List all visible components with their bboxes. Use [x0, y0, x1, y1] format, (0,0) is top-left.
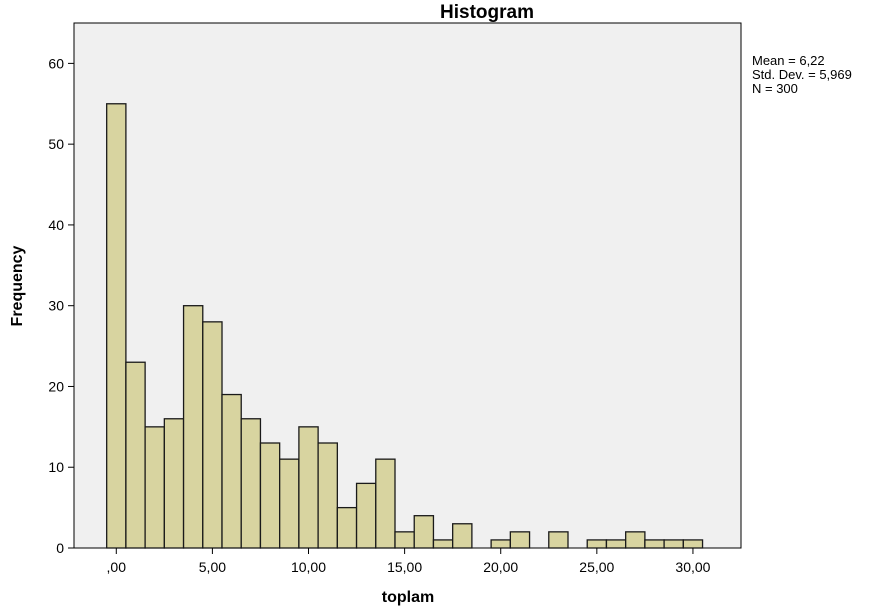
- histogram-bar: [452, 523, 473, 549]
- histogram-bar: [625, 531, 646, 549]
- histogram-bar: [432, 539, 454, 549]
- histogram-bar: [413, 515, 435, 549]
- histogram-bar: [548, 531, 569, 549]
- histogram-bar: [125, 361, 146, 549]
- histogram-bar: [317, 442, 338, 549]
- y-axis: 0 10 20 30 40 50 60: [48, 55, 74, 556]
- x-tick-label: 5,00: [199, 559, 226, 575]
- stat-mean: Mean = 6,22: [752, 53, 825, 68]
- chart-title: Histogram: [440, 2, 534, 23]
- histogram-bar: [509, 531, 531, 549]
- histogram-bar: [259, 442, 281, 549]
- histogram-bar: [336, 506, 358, 549]
- histogram-bar: [355, 482, 377, 549]
- histogram-bar: [682, 539, 704, 549]
- y-tick-label: 10: [48, 459, 64, 475]
- x-tick-label: ,00: [107, 559, 127, 575]
- histogram-bar: [182, 305, 204, 549]
- x-tick-label: 25,00: [579, 559, 614, 575]
- histogram-bar: [644, 539, 665, 549]
- stats-box: Mean = 6,22 Std. Dev. = 5,969 N = 300: [752, 54, 852, 96]
- histogram-bar: [490, 539, 511, 549]
- histogram-bar: [144, 426, 165, 549]
- stat-n: N = 300: [752, 81, 798, 96]
- y-tick-label: 30: [48, 298, 64, 314]
- x-tick-label: 15,00: [387, 559, 422, 575]
- x-tick-label: 20,00: [483, 559, 518, 575]
- y-tick-label: 0: [56, 540, 64, 556]
- histogram-bar: [663, 539, 684, 549]
- y-tick-label: 20: [48, 378, 64, 394]
- histogram-bar: [106, 103, 127, 549]
- x-tick-label: 10,00: [291, 559, 326, 575]
- bars-group: [106, 103, 704, 549]
- histogram-bar: [240, 418, 262, 549]
- histogram-bar: [375, 458, 396, 549]
- histogram-bar: [605, 539, 627, 549]
- y-tick-label: 40: [48, 217, 64, 233]
- histogram-bar: [279, 458, 300, 549]
- histogram-bar: [394, 531, 415, 549]
- x-tick-label: 30,00: [675, 559, 710, 575]
- y-tick-label: 50: [48, 136, 64, 152]
- x-axis-label: toplam: [382, 589, 434, 606]
- y-tick-label: 60: [48, 55, 64, 71]
- stat-std-dev: Std. Dev. = 5,969: [752, 67, 852, 82]
- histogram-bar: [298, 426, 319, 549]
- histogram-bar: [163, 418, 185, 549]
- histogram-bar: [202, 321, 223, 549]
- histogram-bar: [586, 539, 608, 549]
- x-axis: ,00 5,00 10,00 15,00 20,00 25,00 30,00: [107, 548, 711, 575]
- histogram-bar: [221, 393, 242, 549]
- y-axis-label: Frequency: [9, 245, 26, 326]
